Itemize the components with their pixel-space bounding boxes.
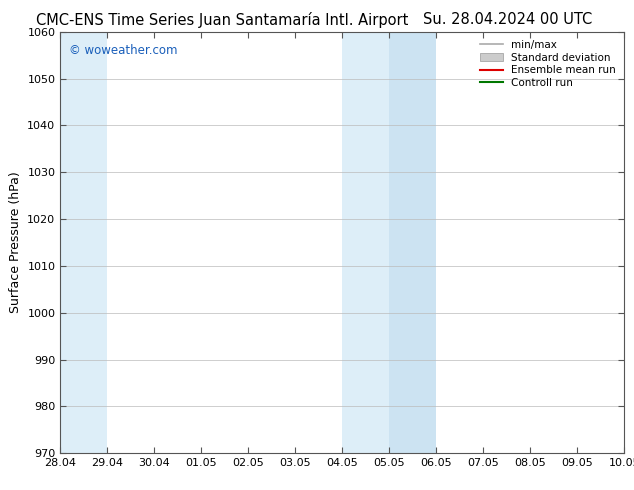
Text: Su. 28.04.2024 00 UTC: Su. 28.04.2024 00 UTC: [423, 12, 592, 27]
Text: © woweather.com: © woweather.com: [68, 45, 177, 57]
Bar: [342, 32, 389, 453]
Legend: min/max, Standard deviation, Ensemble mean run, Controll run: min/max, Standard deviation, Ensemble me…: [477, 37, 619, 91]
Bar: [389, 32, 436, 453]
Y-axis label: Surface Pressure (hPa): Surface Pressure (hPa): [9, 172, 22, 314]
Text: CMC-ENS Time Series Juan Santamaría Intl. Airport: CMC-ENS Time Series Juan Santamaría Intl…: [36, 12, 408, 28]
Bar: [60, 32, 107, 453]
